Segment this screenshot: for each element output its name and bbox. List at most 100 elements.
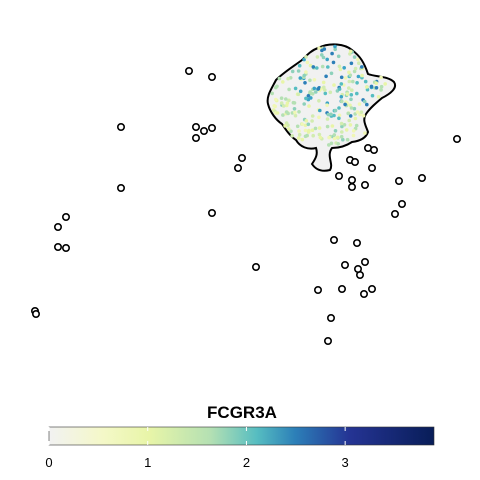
cluster-point <box>308 78 312 83</box>
cluster-point <box>287 87 291 92</box>
cluster-point <box>362 99 367 104</box>
cluster-point <box>286 111 290 116</box>
outlier-point <box>61 213 70 222</box>
outlier-point <box>200 127 209 136</box>
colorbar-tick-label: 3 <box>342 455 349 470</box>
cluster-point <box>327 143 331 147</box>
cluster-point <box>355 91 359 96</box>
cluster-point <box>296 69 301 73</box>
outlier-point <box>192 123 201 132</box>
cluster-point <box>348 123 353 127</box>
cluster-point <box>307 128 311 133</box>
outlier-point <box>117 184 126 193</box>
cluster-point <box>335 135 340 140</box>
cluster-point <box>337 106 341 110</box>
cluster-point <box>317 115 321 120</box>
outlier-point <box>329 236 338 245</box>
cluster-point <box>337 87 342 91</box>
cluster-point <box>281 104 286 108</box>
cluster-point <box>283 124 287 128</box>
cluster-point <box>348 103 352 108</box>
cluster-point <box>274 85 278 90</box>
cluster-point <box>370 93 375 98</box>
cluster-point <box>304 119 309 123</box>
cluster-point <box>291 100 296 105</box>
legend-title: FCGR3A <box>207 403 277 422</box>
cluster-point <box>349 61 354 66</box>
cluster-point <box>287 98 291 103</box>
outlier-point <box>337 284 346 293</box>
cluster-point <box>306 122 311 127</box>
cluster-point <box>307 104 311 108</box>
cluster-point <box>289 129 293 134</box>
cluster-point <box>303 128 308 133</box>
outlier-point <box>238 154 247 163</box>
outlier-point <box>234 164 243 173</box>
cluster-point <box>297 110 301 114</box>
cluster-point <box>329 71 334 76</box>
outlier-point <box>326 313 335 322</box>
outlier-point <box>352 239 361 248</box>
cluster-point <box>293 113 298 118</box>
cluster-point <box>336 142 341 146</box>
cluster-point <box>270 91 275 96</box>
cluster-point <box>325 103 329 107</box>
cluster-point <box>347 79 352 84</box>
cluster-point <box>364 85 369 89</box>
cluster-point <box>310 128 315 132</box>
cluster-point <box>302 73 307 78</box>
outlier-point <box>31 309 40 318</box>
cluster-point <box>290 69 295 74</box>
cluster-point <box>369 84 374 89</box>
outlier-point <box>334 172 343 181</box>
cluster-point <box>325 57 330 62</box>
cluster-point <box>355 81 359 85</box>
cluster-point <box>279 96 284 100</box>
outlier-point <box>360 257 369 266</box>
cluster-point <box>326 112 331 117</box>
outlier-point <box>367 284 376 293</box>
outlier-point <box>347 183 356 192</box>
cluster-point <box>287 127 291 131</box>
cluster-point <box>318 135 323 140</box>
cluster-point <box>345 137 350 142</box>
cluster-point <box>313 126 318 131</box>
cluster-point <box>346 111 351 116</box>
cluster-point <box>352 106 357 111</box>
cluster-point <box>379 84 384 89</box>
cluster-point <box>320 64 325 69</box>
cluster-point <box>329 141 334 146</box>
cluster-point <box>348 73 353 77</box>
cluster-point <box>317 126 322 130</box>
cluster-point <box>303 123 308 128</box>
cluster-point <box>329 112 333 117</box>
cluster-point <box>322 47 327 51</box>
outlier-point <box>360 181 369 190</box>
cluster-point <box>298 89 303 94</box>
cluster-point <box>332 83 336 87</box>
cluster-point <box>348 114 353 118</box>
cluster-point <box>303 81 307 85</box>
cluster-point <box>273 104 278 109</box>
cluster-point <box>292 107 297 111</box>
outlier-point <box>117 123 126 132</box>
cluster-point <box>297 129 301 133</box>
cluster-point <box>286 76 290 81</box>
cluster-point <box>339 121 344 126</box>
cluster-point <box>347 118 352 123</box>
cluster-point <box>284 103 289 108</box>
cluster-point <box>337 113 342 118</box>
cluster-point <box>352 55 357 59</box>
cluster-point <box>338 67 343 72</box>
outlier-point <box>208 124 217 133</box>
cluster-point <box>332 136 337 141</box>
outlier-point <box>208 73 217 82</box>
cluster-point <box>356 74 361 79</box>
cluster-point <box>376 95 381 99</box>
cluster-point <box>327 135 331 140</box>
cluster-point <box>323 88 327 92</box>
cluster-point <box>310 119 314 123</box>
cluster-point <box>349 106 354 110</box>
cluster-point <box>333 47 338 51</box>
